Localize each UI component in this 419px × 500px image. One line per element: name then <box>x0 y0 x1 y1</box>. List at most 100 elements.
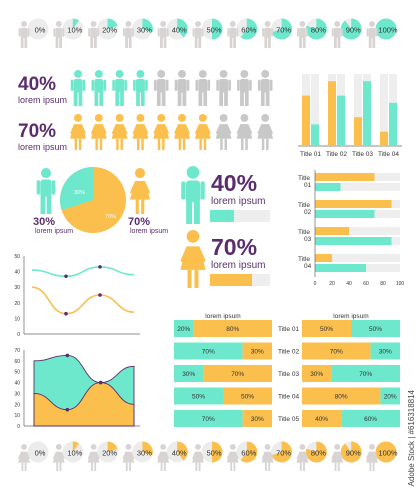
series-line <box>31 266 135 278</box>
pie-slice-teal <box>59 167 93 211</box>
stack-label-left: 50% <box>320 326 333 333</box>
percent-circle-fill <box>142 18 153 33</box>
person-leg-right <box>94 462 97 471</box>
person-leg-right <box>24 462 27 471</box>
percent-cell: 10% <box>53 18 84 48</box>
person-leg-right <box>162 138 165 150</box>
y-tick-label-suffix: 03 <box>304 236 312 243</box>
x-tick-label: 100 <box>396 281 405 287</box>
person-arm-left <box>53 28 56 37</box>
stack-segment-right <box>331 365 400 382</box>
male-pictogram-icon <box>112 70 127 106</box>
person-leg-right <box>78 91 83 106</box>
y-tick-label: 10 <box>14 316 20 322</box>
stack-label-right: 30% <box>251 416 264 423</box>
person-arm-right <box>201 28 204 37</box>
person-leg-left <box>159 37 163 48</box>
stack-segment-right <box>341 410 400 427</box>
y-tick-label: 60 <box>14 359 20 365</box>
big-stat-caption: lorem ipsum <box>211 260 265 271</box>
person-arm-left <box>195 79 199 91</box>
person-head <box>219 114 228 122</box>
person-leg-left <box>368 37 372 48</box>
person-arm-left <box>257 79 261 91</box>
stack-label-right: 70% <box>231 371 244 378</box>
percent-label: 80% <box>311 26 326 35</box>
percent-circle-fill <box>177 18 188 38</box>
male-person-icon <box>18 21 30 48</box>
person-arm-right <box>122 124 128 135</box>
person-leg-left <box>115 91 120 106</box>
person-arm-right <box>103 79 107 91</box>
percent-label: 10% <box>67 449 82 458</box>
percent-label: 40% <box>172 449 187 458</box>
percent-cell: 30% <box>122 441 153 471</box>
percent-cell: 70% <box>262 18 293 48</box>
pie-right-caption: lorem ipsum <box>130 228 168 235</box>
person-arm-left <box>366 28 369 37</box>
stack-segment-right <box>380 387 400 405</box>
person-torso <box>115 79 125 93</box>
person-leg-left <box>156 91 161 106</box>
person-leg-left <box>136 91 140 106</box>
person-leg-left <box>74 138 78 150</box>
person-arm-left <box>296 28 299 37</box>
person-arm-left <box>153 79 157 91</box>
data-point <box>98 380 103 385</box>
person-leg-right <box>198 462 201 471</box>
bar <box>363 81 371 146</box>
female-pictogram-percent: 70% <box>18 121 56 142</box>
person-arm-right <box>97 28 100 37</box>
person-head <box>261 114 270 122</box>
stack-label-left: 20% <box>177 326 190 333</box>
person-arm-right <box>95 451 100 460</box>
female-pictogram-icon <box>90 114 107 150</box>
person-leg-left <box>137 138 140 150</box>
male-pictogram-icon <box>153 70 169 106</box>
y-tick-label: 10 <box>14 413 20 419</box>
female-person-icon <box>52 444 65 471</box>
person-leg-right <box>193 200 200 224</box>
percent-label: 50% <box>206 26 221 35</box>
person-leg-left <box>135 199 139 214</box>
person-arm-left <box>122 28 125 37</box>
stack-label-right: 80% <box>226 326 239 333</box>
bar <box>315 227 349 235</box>
bar <box>311 124 319 146</box>
person-arm-right <box>375 28 378 37</box>
stack-header: lorem ipsum <box>333 313 368 320</box>
percent-cell: 10% <box>52 441 84 471</box>
person-leg-right <box>203 138 207 150</box>
y-tick-label: 0 <box>17 332 20 338</box>
bar-track <box>315 183 400 191</box>
stack-segment-left <box>302 365 332 382</box>
person-torso <box>177 79 187 93</box>
person-leg-right <box>233 37 237 48</box>
person-arm-right <box>62 28 65 37</box>
stack-segment-left <box>174 342 243 360</box>
female-person-icon <box>157 444 170 471</box>
male-pictogram-percent: 40% <box>18 74 56 95</box>
percent-cell: 30% <box>122 18 153 48</box>
person-torso <box>264 27 271 38</box>
person-head <box>334 444 341 450</box>
person-arm-right <box>52 180 56 195</box>
person-head <box>94 114 103 122</box>
person-arm-left <box>257 124 263 135</box>
percent-label: 100% <box>378 449 398 458</box>
person-head <box>195 21 201 27</box>
person-head <box>157 70 166 78</box>
person-torso <box>135 79 145 93</box>
person-leg-left <box>199 138 202 150</box>
male-pictogram-icon <box>195 70 211 106</box>
y-tick-label: Title <box>298 202 310 209</box>
female-person-icon <box>18 444 30 471</box>
bar-track <box>380 74 388 146</box>
person-head <box>264 444 271 450</box>
person-leg-right <box>163 462 166 471</box>
person-arm-right <box>269 79 273 91</box>
person-arm-left <box>216 79 219 91</box>
top-percentage-row: 0% 10% 20% 30% 40% 50% 60% 70% 80% 90% 100% <box>18 18 398 48</box>
person-leg-right <box>265 91 270 106</box>
y-tick-label: 20 <box>14 301 20 307</box>
